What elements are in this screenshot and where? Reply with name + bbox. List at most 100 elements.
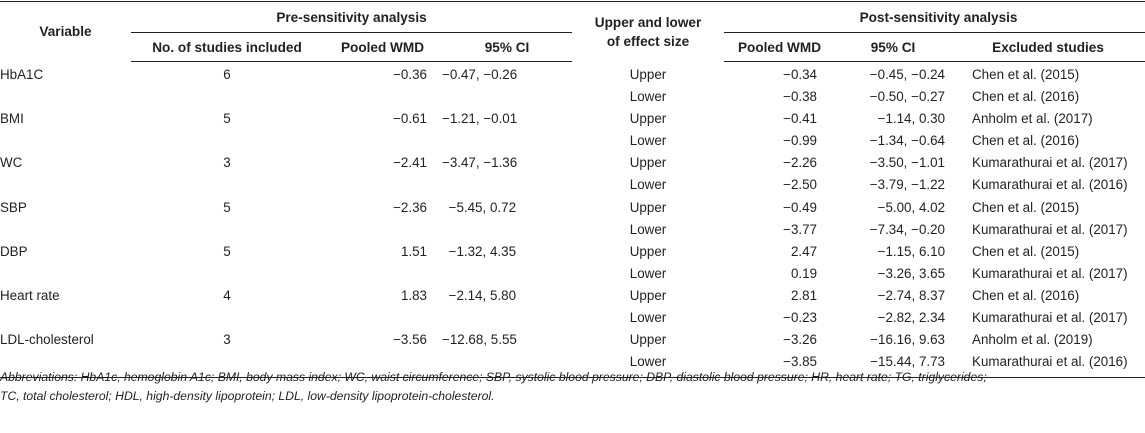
cell-post-ci: −3.79, −1.22 — [869, 177, 946, 193]
footnote-line-1: Abbreviations: HbA1c, hemoglobin A1c; BM… — [0, 370, 987, 384]
table-row-upper: BMI 5 −0.61 −1.21, −0.01 Upper −0.41 −1.… — [0, 108, 1145, 130]
cell-post-ci: −5.00, 4.02 — [877, 199, 946, 215]
cell-post-wmd: 0.19 — [790, 265, 818, 281]
cell-post-wmd: −3.77 — [783, 221, 818, 237]
cell-pre-wmd: −3.56 — [393, 332, 427, 348]
table-row-upper: SBP 5 −2.36 −5.45, 0.72 Upper −0.49 −5.0… — [0, 197, 1145, 219]
cell-pre-ci: −0.47, −0.26 — [442, 67, 518, 82]
cell-post-wmd: −0.99 — [783, 133, 818, 149]
cell-excluded: Chen et al. (2016) — [972, 287, 1080, 303]
cell-excluded: Kumarathurai et al. (2017) — [972, 155, 1128, 171]
header-post-excluded: Excluded studies — [951, 32, 1145, 62]
cell-excluded: Kumarathurai et al. (2016) — [951, 351, 1145, 379]
cell-bound: Lower — [572, 351, 725, 379]
header-post-wmd: Pooled WMD — [724, 32, 836, 62]
header-post-sensitivity: Post-sensitivity analysis — [724, 1, 1145, 33]
cell-pre-wmd: −2.36 — [393, 199, 427, 215]
table-row-lower: Lower −3.85 −15.44, 7.73 Kumarathurai et… — [0, 351, 1145, 379]
cell-pre-wmd: −2.41 — [393, 155, 427, 171]
table-row-upper: LDL-cholesterol 3 −3.56 −12.68, 5.55 Upp… — [0, 329, 1145, 351]
cell-studies: 4 — [223, 287, 231, 303]
cell-post-wmd: −3.26 — [783, 332, 818, 348]
cell-post-ci: −0.50, −0.27 — [869, 89, 946, 105]
cell-excluded: Chen et al. (2015) — [972, 199, 1080, 215]
cell-pre-wmd: −0.36 — [393, 67, 427, 82]
cell-pre-wmd: −0.61 — [393, 111, 427, 127]
cell-studies: 3 — [223, 332, 231, 348]
cell-pre-wmd: 1.83 — [400, 287, 427, 303]
cell-pre-ci: −1.21, −0.01 — [442, 111, 518, 127]
table-body: HbA1C 6 −0.36 −0.47, −0.26 Upper −0.34 −… — [0, 62, 1145, 379]
cell-bound: Upper — [629, 332, 667, 348]
cell-variable: Heart rate — [0, 287, 60, 303]
cell-post-wmd: −2.26 — [783, 155, 818, 171]
cell-post-wmd: −0.49 — [783, 199, 818, 215]
header-pre-studies: No. of studies included — [131, 32, 323, 62]
cell-studies: 5 — [223, 199, 231, 215]
cell-studies: 5 — [223, 243, 231, 259]
table-row-upper: HbA1C 6 −0.36 −0.47, −0.26 Upper −0.34 −… — [0, 62, 1145, 87]
cell-bound: Upper — [629, 111, 667, 127]
cell-bound: Lower — [629, 265, 667, 281]
table-footnote: Abbreviations: HbA1c, hemoglobin A1c; BM… — [0, 368, 1145, 406]
cell-bound: Lower — [629, 221, 667, 237]
cell-excluded: Chen et al. (2016) — [972, 89, 1080, 105]
cell-studies: 3 — [223, 155, 231, 171]
cell-post-wmd: −3.85 — [724, 351, 836, 379]
header-variable: Variable — [0, 1, 131, 62]
cell-bound: Upper — [629, 155, 667, 171]
table-row-lower: Lower −2.50 −3.79, −1.22 Kumarathurai et… — [0, 174, 1145, 196]
header-effect-bound-line2: of effect size — [606, 33, 690, 49]
table-row-lower: Lower 0.19 −3.26, 3.65 Kumarathurai et a… — [0, 263, 1145, 285]
header-effect-bound: Upper and lower of effect size — [572, 1, 725, 62]
cell-pre-ci: −5.45, 0.72 — [448, 199, 517, 215]
cell-bound: Upper — [629, 199, 667, 215]
header-pre-wmd: Pooled WMD — [323, 32, 442, 62]
cell-post-ci: −1.34, −0.64 — [869, 133, 946, 149]
cell-bound: Lower — [629, 310, 667, 326]
table-row-upper: DBP 5 1.51 −1.32, 4.35 Upper 2.47 −1.15,… — [0, 241, 1145, 263]
header-pre-sensitivity: Pre-sensitivity analysis — [131, 1, 573, 33]
cell-variable: SBP — [0, 199, 27, 215]
cell-post-ci: −3.26, 3.65 — [877, 265, 946, 281]
table-row-lower: Lower −0.38 −0.50, −0.27 Chen et al. (20… — [0, 86, 1145, 108]
cell-bound: Lower — [629, 89, 667, 105]
cell-bound: Lower — [629, 177, 667, 193]
table-row-lower: Lower −0.23 −2.82, 2.34 Kumarathurai et … — [0, 307, 1145, 329]
cell-post-wmd: −0.41 — [783, 111, 818, 127]
footnote-line-2: TC, total cholesterol; HDL, high-density… — [0, 389, 495, 403]
cell-bound: Upper — [629, 287, 667, 303]
table-row-lower: Lower −3.77 −7.34, −0.20 Kumarathurai et… — [0, 219, 1145, 241]
cell-excluded: Chen et al. (2015) — [972, 67, 1080, 82]
table-row-upper: Heart rate 4 1.83 −2.14, 5.80 Upper 2.81… — [0, 285, 1145, 307]
header-post-ci: 95% CI — [835, 32, 952, 62]
cell-post-wmd: −0.38 — [783, 89, 818, 105]
cell-variable: WC — [0, 155, 23, 171]
cell-pre-wmd: 1.51 — [400, 243, 427, 259]
cell-variable: LDL-cholesterol — [0, 332, 94, 348]
cell-post-ci: −7.34, −0.20 — [869, 221, 946, 237]
table-row-upper: WC 3 −2.41 −3.47, −1.36 Upper −2.26 −3.5… — [0, 152, 1145, 174]
cell-pre-ci: −12.68, 5.55 — [442, 332, 517, 348]
cell-post-ci: −2.74, 8.37 — [877, 287, 946, 303]
cell-post-wmd: −2.50 — [783, 177, 818, 193]
cell-excluded: Kumarathurai et al. (2016) — [972, 177, 1128, 193]
cell-excluded: Chen et al. (2015) — [972, 243, 1080, 259]
cell-post-wmd: 2.47 — [790, 243, 818, 259]
cell-post-ci: −1.14, 0.30 — [877, 111, 946, 127]
cell-excluded: Anholm et al. (2019) — [972, 332, 1093, 348]
cell-excluded: Chen et al. (2016) — [972, 133, 1080, 149]
cell-variable: HbA1C — [0, 66, 44, 82]
cell-post-ci: −15.44, 7.73 — [835, 351, 952, 379]
cell-post-wmd: −0.34 — [783, 67, 818, 82]
cell-excluded: Anholm et al. (2017) — [972, 111, 1093, 127]
cell-excluded: Kumarathurai et al. (2017) — [972, 221, 1128, 237]
table-header: Variable Pre-sensitivity analysis Upper … — [0, 1, 1145, 62]
cell-studies: 5 — [223, 111, 231, 127]
cell-variable: DBP — [0, 243, 28, 259]
cell-post-wmd: 2.81 — [790, 287, 818, 303]
table-row-lower: Lower −0.99 −1.34, −0.64 Chen et al. (20… — [0, 130, 1145, 152]
cell-variable: BMI — [0, 111, 24, 127]
cell-pre-ci: −1.32, 4.35 — [448, 243, 517, 259]
